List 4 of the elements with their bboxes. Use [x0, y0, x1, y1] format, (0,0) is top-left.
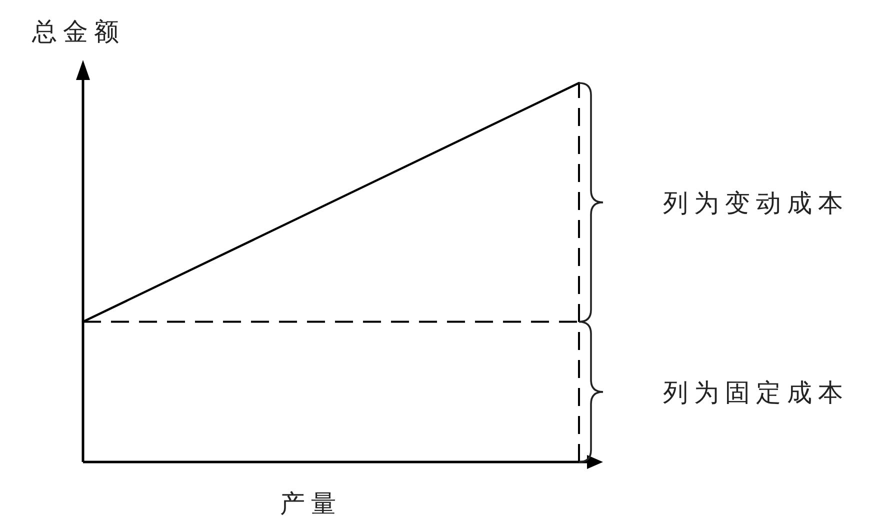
xlabel: 产量 [280, 490, 342, 518]
ylabel: 总金额 [32, 18, 125, 46]
annotation: 列为变动成本 [663, 189, 849, 218]
annotation: 列为固定成本 [663, 378, 849, 407]
